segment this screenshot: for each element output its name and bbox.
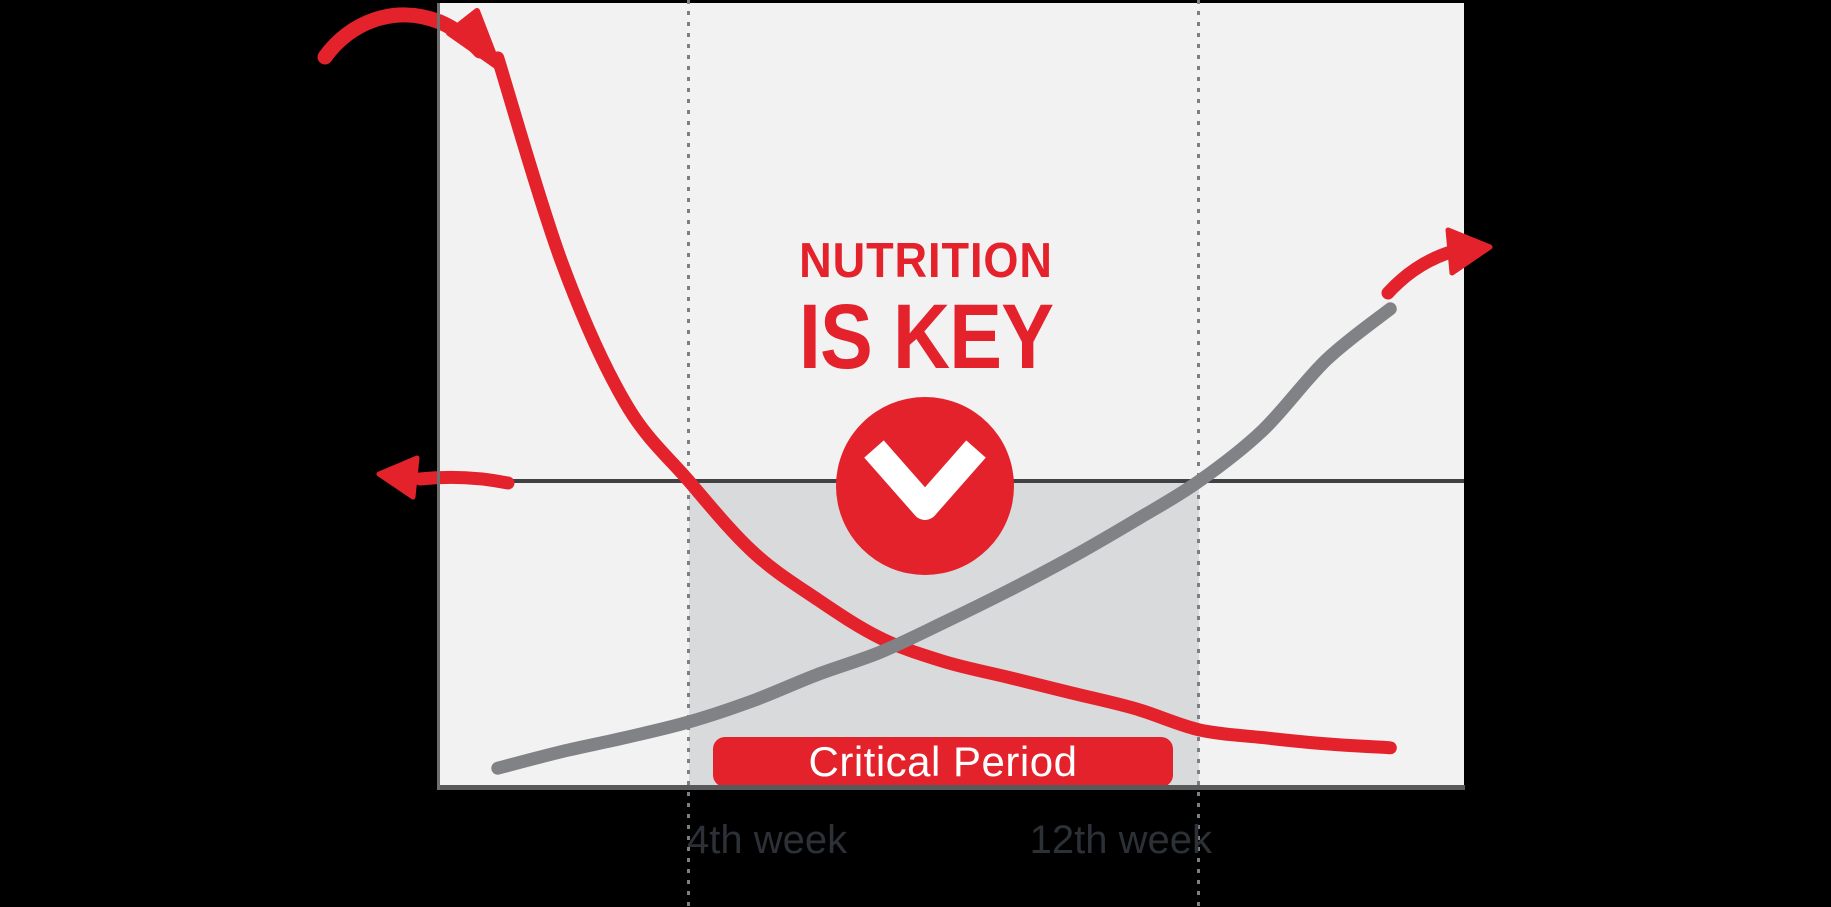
x-axis-line xyxy=(437,785,1465,790)
gridline-week12 xyxy=(1197,0,1200,907)
nutrition-badge xyxy=(836,397,1014,575)
gridline-week4 xyxy=(687,0,690,907)
curved-arrow-top-left-icon xyxy=(317,7,502,71)
chevron-down-icon xyxy=(864,440,986,520)
title-line1: NUTRITION xyxy=(799,234,1053,288)
critical-period-banner: Critical Period xyxy=(713,737,1173,787)
x-tick-label-week12: 12th week xyxy=(1029,818,1212,862)
y-axis-line xyxy=(437,3,440,790)
x-tick-label-week4: 4th week xyxy=(687,818,848,862)
chart-title: NUTRITION IS KEY xyxy=(778,234,1074,389)
curved-arrow-top-right-icon xyxy=(1381,227,1493,300)
rising-gray-curve xyxy=(491,302,1397,775)
title-line2: IS KEY xyxy=(798,286,1054,389)
badge-circle xyxy=(836,397,1014,575)
arrow-left-icon xyxy=(376,455,515,500)
critical-period-label: Critical Period xyxy=(808,738,1078,785)
